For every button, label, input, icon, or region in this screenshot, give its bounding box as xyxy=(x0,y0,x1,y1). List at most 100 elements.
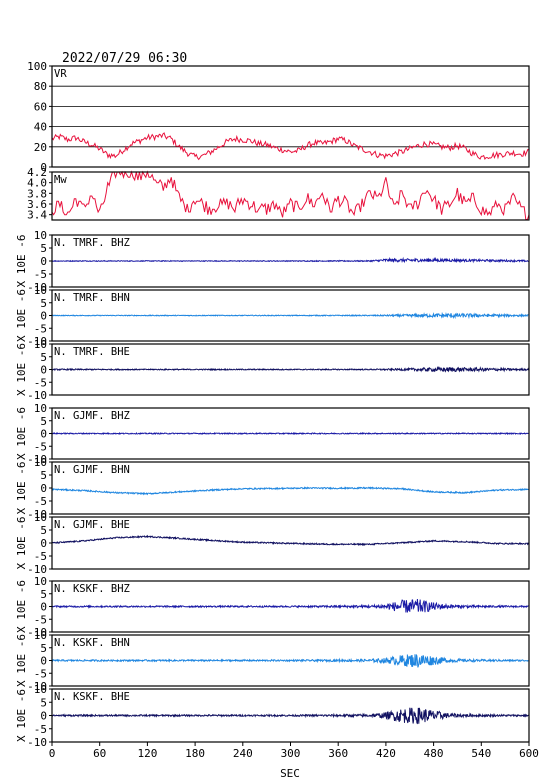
y-tick-label: 5 xyxy=(40,524,47,537)
panel-label: N. TMRF. BHN xyxy=(54,292,130,304)
y-tick-label: 0 xyxy=(40,482,47,495)
panel-frame xyxy=(51,234,530,288)
y-axis-label: X 10E -6 xyxy=(15,580,28,633)
y-tick-label: -5 xyxy=(34,667,47,680)
y-tick-label: 5 xyxy=(40,696,47,709)
y-tick-label: 5 xyxy=(40,242,47,255)
y-tick-label: 10 xyxy=(34,284,47,297)
y-tick-label: 0 xyxy=(40,310,47,323)
y-tick-label: -5 xyxy=(34,550,47,563)
panel-frame xyxy=(51,516,530,570)
y-tick-label: 0 xyxy=(40,710,47,723)
y-tick-label: -5 xyxy=(34,268,47,281)
panel-frame xyxy=(51,461,530,515)
panel-frame xyxy=(51,171,530,221)
y-axis-label: X 10E -6 xyxy=(15,289,28,342)
series-line-n-tmrf-bhe xyxy=(51,365,529,373)
panel-frame xyxy=(51,580,530,633)
x-tick-label: 120 xyxy=(137,747,157,760)
y-tick-label: 5 xyxy=(40,351,47,364)
y-tick-label: 80 xyxy=(34,80,47,93)
y-tick-label: -5 xyxy=(34,322,47,335)
y-tick-label: 100 xyxy=(27,60,47,73)
series-line-n-gjmf-bhn xyxy=(51,486,529,496)
x-tick-label: 300 xyxy=(281,747,301,760)
y-tick-label: 4.0 xyxy=(27,177,47,190)
y-tick-label: 0 xyxy=(40,655,47,668)
x-tick-label: 480 xyxy=(424,747,444,760)
y-tick-label: 0 xyxy=(40,255,47,268)
y-tick-label: 10 xyxy=(34,629,47,642)
y-tick-label: -5 xyxy=(34,440,47,453)
y-axis-label: X 10E -6 xyxy=(15,634,28,687)
chart-title: 2022/07/29 06:30 xyxy=(62,51,187,66)
y-tick-label: 5 xyxy=(40,642,47,655)
panel-label: N. TMRF. BHE xyxy=(54,346,130,358)
y-tick-label: -10 xyxy=(27,626,47,639)
y-tick-label: -10 xyxy=(27,680,47,693)
panel-label: VR xyxy=(54,68,67,80)
y-tick-label: -10 xyxy=(27,736,47,749)
x-tick-label: 180 xyxy=(185,747,205,760)
panel-label: N. KSKF. BHE xyxy=(54,691,130,703)
y-tick-label: 60 xyxy=(34,100,47,113)
panel-label: N. GJMF. BHN xyxy=(54,464,130,476)
panel-frame xyxy=(51,289,530,342)
y-axis-label: X 10E -6 xyxy=(15,343,28,396)
panel-label: N. TMRF. BHZ xyxy=(54,237,130,249)
y-tick-label: -10 xyxy=(27,508,47,521)
y-tick-label: -5 xyxy=(34,613,47,626)
y-tick-label: -5 xyxy=(34,495,47,508)
panel-label: N. KSKF. BHZ xyxy=(54,583,130,595)
y-tick-label: 40 xyxy=(34,121,47,134)
series-line-vr xyxy=(51,132,530,161)
y-axis-label: X 10E -6 xyxy=(15,407,28,460)
y-axis-label: X 10E -6 xyxy=(15,235,28,288)
x-tick-label: 420 xyxy=(376,747,396,760)
y-tick-label: 10 xyxy=(34,456,47,469)
y-tick-label: 0 xyxy=(40,161,47,174)
panel-label: N. GJMF. BHE xyxy=(54,519,130,531)
panels-group: 020406080100VR3.43.63.84.04.2Mw-10-50510… xyxy=(15,60,530,749)
panel-label: N. GJMF. BHZ xyxy=(54,410,130,422)
y-tick-label: 10 xyxy=(34,575,47,588)
series-line-n-gjmf-bhz xyxy=(51,431,529,436)
y-tick-label: 5 xyxy=(40,297,47,310)
y-tick-label: 3.8 xyxy=(27,187,47,200)
y-tick-label: 0 xyxy=(40,537,47,550)
panel-frame xyxy=(51,343,530,396)
y-tick-label: 3.6 xyxy=(27,198,47,211)
series-line-n-tmrf-bhn xyxy=(51,311,529,320)
series-line-n-kskf-bhz xyxy=(51,598,529,613)
x-tick-label: 540 xyxy=(471,747,491,760)
y-tick-label: -5 xyxy=(34,723,47,736)
series-line-n-kskf-bhn xyxy=(51,654,529,668)
y-tick-label: 3.4 xyxy=(27,209,47,222)
y-tick-label: 0 xyxy=(40,601,47,614)
y-axis-label: X 10E -6 xyxy=(15,689,28,742)
panel-frame xyxy=(51,65,530,168)
panel-label: N. KSKF. BHN xyxy=(54,637,130,649)
series-line-n-gjmf-bhe xyxy=(51,534,529,547)
y-tick-label: -10 xyxy=(27,453,47,466)
y-tick-label: 0 xyxy=(40,428,47,441)
y-tick-label: -10 xyxy=(27,389,47,402)
x-tick-label: 600 xyxy=(519,747,539,760)
y-axis-label: X 10E -6 xyxy=(15,462,28,515)
x-axis-label: SEC xyxy=(280,767,300,780)
series-line-n-tmrf-bhz xyxy=(51,256,529,264)
y-tick-label: -10 xyxy=(27,335,47,348)
y-tick-label: -5 xyxy=(34,376,47,389)
y-tick-label: 10 xyxy=(34,402,47,415)
y-tick-label: -10 xyxy=(27,281,47,294)
y-tick-label: 10 xyxy=(34,229,47,242)
panel-vr: 0 20 40 60 80 100 VR xyxy=(27,60,530,174)
y-tick-label: 0 xyxy=(40,364,47,377)
